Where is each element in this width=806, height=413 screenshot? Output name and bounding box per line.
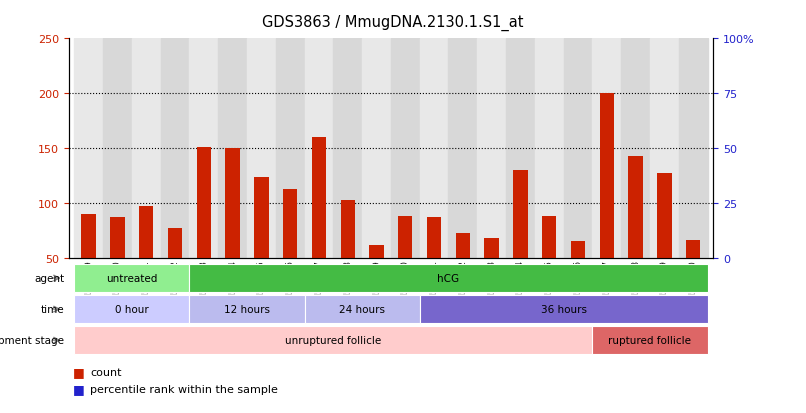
Bar bbox=[110, 218, 125, 258]
Bar bbox=[247, 39, 276, 258]
Bar bbox=[542, 216, 556, 258]
Bar bbox=[686, 241, 700, 258]
Text: 12 hours: 12 hours bbox=[224, 304, 270, 314]
Text: 0 hour: 0 hour bbox=[115, 304, 149, 314]
Text: 24 hours: 24 hours bbox=[339, 304, 385, 314]
Text: agent: agent bbox=[35, 273, 64, 283]
Text: ruptured follicle: ruptured follicle bbox=[609, 335, 692, 345]
Bar bbox=[168, 228, 182, 258]
Bar bbox=[391, 39, 420, 258]
Text: time: time bbox=[41, 304, 64, 314]
Bar bbox=[74, 326, 592, 354]
Bar bbox=[189, 264, 708, 292]
Bar bbox=[650, 39, 679, 258]
Text: unruptured follicle: unruptured follicle bbox=[285, 335, 381, 345]
Bar bbox=[276, 39, 305, 258]
Bar bbox=[312, 138, 326, 258]
Bar bbox=[657, 174, 671, 258]
Bar bbox=[226, 149, 240, 258]
Bar bbox=[571, 242, 585, 258]
Text: development stage: development stage bbox=[0, 335, 64, 345]
Text: ■: ■ bbox=[73, 365, 85, 378]
Bar bbox=[506, 39, 535, 258]
Text: ■: ■ bbox=[73, 382, 85, 396]
Bar bbox=[189, 295, 305, 323]
Text: count: count bbox=[90, 367, 122, 377]
Bar bbox=[160, 39, 189, 258]
Bar bbox=[420, 39, 448, 258]
Bar bbox=[679, 39, 708, 258]
Bar bbox=[448, 39, 477, 258]
Bar bbox=[427, 218, 442, 258]
Bar bbox=[455, 233, 470, 258]
Bar bbox=[513, 171, 528, 258]
Text: untreated: untreated bbox=[106, 273, 157, 283]
Bar bbox=[254, 177, 268, 258]
Bar bbox=[369, 245, 384, 258]
Bar bbox=[341, 200, 355, 258]
Bar bbox=[305, 39, 334, 258]
Bar bbox=[592, 326, 708, 354]
Bar bbox=[535, 39, 563, 258]
Bar bbox=[81, 214, 96, 258]
Bar bbox=[334, 39, 362, 258]
Bar bbox=[600, 94, 614, 258]
Bar bbox=[484, 238, 499, 258]
Bar bbox=[362, 39, 391, 258]
Bar bbox=[420, 295, 708, 323]
Bar bbox=[218, 39, 247, 258]
Text: percentile rank within the sample: percentile rank within the sample bbox=[90, 384, 278, 394]
Text: 36 hours: 36 hours bbox=[541, 304, 587, 314]
Bar bbox=[283, 189, 297, 258]
Text: hCG: hCG bbox=[438, 273, 459, 283]
Bar bbox=[139, 206, 153, 258]
Bar bbox=[477, 39, 506, 258]
Bar bbox=[132, 39, 160, 258]
Text: GDS3863 / MmugDNA.2130.1.S1_at: GDS3863 / MmugDNA.2130.1.S1_at bbox=[262, 14, 523, 31]
Bar bbox=[197, 147, 211, 258]
Bar bbox=[74, 295, 189, 323]
Bar bbox=[74, 264, 189, 292]
Bar bbox=[305, 295, 420, 323]
Bar bbox=[189, 39, 218, 258]
Bar bbox=[563, 39, 592, 258]
Bar bbox=[629, 157, 643, 258]
Bar bbox=[592, 39, 621, 258]
Bar bbox=[103, 39, 132, 258]
Bar bbox=[621, 39, 650, 258]
Bar bbox=[398, 216, 413, 258]
Bar bbox=[74, 39, 103, 258]
